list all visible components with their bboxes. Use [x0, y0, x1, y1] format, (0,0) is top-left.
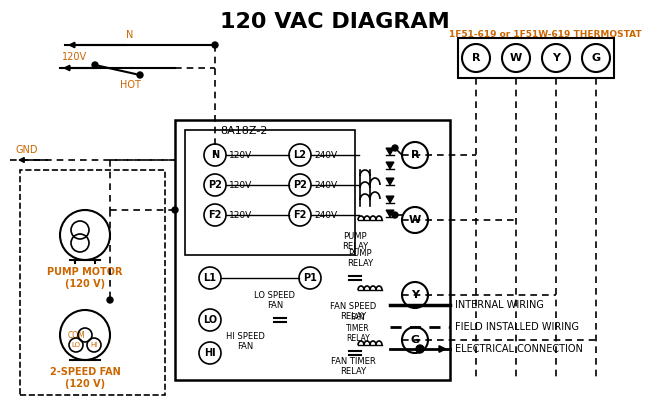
Text: Y: Y [552, 53, 560, 63]
Text: LO SPEED
FAN: LO SPEED FAN [255, 291, 295, 310]
Text: GND: GND [15, 145, 38, 155]
Bar [20, 170, 165, 395]
Text: 240V: 240V [314, 210, 337, 220]
Text: L1: L1 [204, 273, 216, 283]
Text: FAN TIMER
RELAY: FAN TIMER RELAY [330, 357, 375, 376]
Text: G: G [411, 335, 419, 345]
Polygon shape [386, 178, 394, 185]
Text: W: W [409, 215, 421, 225]
Text: FAN SPEED
RELAY: FAN SPEED RELAY [330, 302, 376, 321]
Text: W: W [510, 53, 522, 63]
Text: 120V: 120V [229, 210, 252, 220]
Text: 120 VAC DIAGRAM: 120 VAC DIAGRAM [220, 12, 450, 32]
Text: F2: F2 [208, 210, 222, 220]
Text: 2-SPEED FAN
(120 V): 2-SPEED FAN (120 V) [50, 367, 121, 388]
Text: L2: L2 [293, 150, 306, 160]
Polygon shape [386, 196, 394, 203]
Bar [458, 38, 614, 78]
Text: R: R [472, 53, 480, 63]
Text: LO: LO [203, 315, 217, 325]
Circle shape [416, 345, 424, 353]
Polygon shape [386, 148, 394, 155]
Circle shape [172, 207, 178, 213]
Text: PUMP
RELAY: PUMP RELAY [347, 248, 373, 268]
Text: P2: P2 [293, 180, 307, 190]
Text: R: R [411, 150, 419, 160]
Text: HI: HI [204, 348, 216, 358]
Text: FIELD INSTALLED WIRING: FIELD INSTALLED WIRING [455, 322, 579, 332]
Text: Y: Y [411, 290, 419, 300]
Text: 8A18Z-2: 8A18Z-2 [220, 126, 267, 136]
Text: 120V: 120V [229, 150, 252, 160]
Text: 240V: 240V [314, 150, 337, 160]
Circle shape [137, 72, 143, 78]
Text: P1: P1 [303, 273, 317, 283]
Text: 1F51-619 or 1F51W-619 THERMOSTAT: 1F51-619 or 1F51W-619 THERMOSTAT [449, 30, 641, 39]
Circle shape [392, 212, 398, 218]
Text: INTERNAL WIRING: INTERNAL WIRING [455, 300, 544, 310]
Text: HI SPEED
FAN: HI SPEED FAN [226, 332, 265, 352]
Bar [175, 120, 450, 380]
Text: HOT: HOT [119, 80, 141, 90]
Text: PUMP
RELAY: PUMP RELAY [342, 232, 368, 251]
Circle shape [107, 297, 113, 303]
Text: N: N [211, 150, 219, 160]
Text: COM: COM [67, 331, 85, 339]
Bar [185, 130, 355, 255]
Circle shape [212, 42, 218, 48]
Text: 120V: 120V [229, 181, 252, 189]
Text: 240V: 240V [314, 181, 337, 189]
Circle shape [392, 145, 398, 151]
Text: N: N [127, 30, 134, 40]
Polygon shape [386, 162, 394, 169]
Text: FAN
TIMER
RELAY: FAN TIMER RELAY [346, 313, 370, 343]
Text: ELECTRICAL CONNECTION: ELECTRICAL CONNECTION [455, 344, 583, 354]
Polygon shape [386, 210, 394, 217]
Text: PUMP MOTOR
(120 V): PUMP MOTOR (120 V) [48, 267, 123, 289]
Text: P2: P2 [208, 180, 222, 190]
Text: F2: F2 [293, 210, 307, 220]
Text: LO: LO [72, 342, 80, 348]
Text: G: G [592, 53, 600, 63]
Text: 120V: 120V [62, 52, 88, 62]
Circle shape [92, 62, 98, 68]
Text: HI: HI [90, 342, 98, 348]
